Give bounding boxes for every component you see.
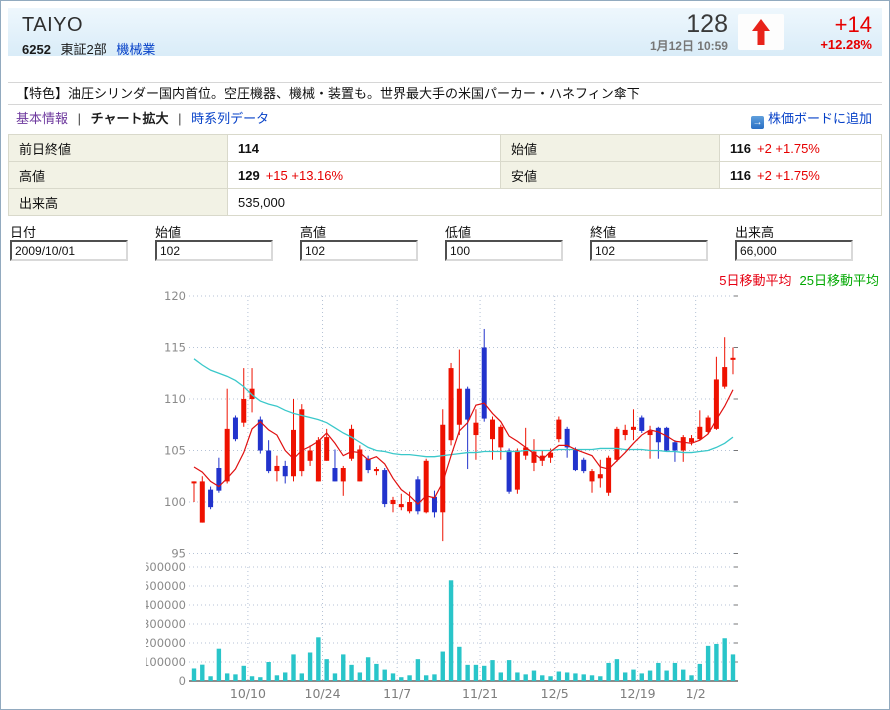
svg-text:115: 115 (164, 341, 186, 355)
svg-text:200000: 200000 (146, 636, 186, 650)
prev-close-value: 114 (227, 134, 501, 162)
open-label: 始値 (500, 134, 720, 162)
open-input[interactable] (155, 240, 273, 261)
candlestick-volume-chart: 120 115 110 105 100 95 0 100000 200000 300000 4000… (146, 289, 738, 701)
add-board-link[interactable]: 株価ボードに追加 (767, 111, 872, 126)
tab-separator: | (77, 111, 82, 126)
price-summary: 128 1月12日 10:59 +14 +12.28% (650, 8, 874, 56)
quote-table: 前日終値 114 始値 116 +2 +1.75% 高値 129 +15 +13.1… (8, 134, 882, 216)
date-field-label: 日付 (10, 225, 37, 240)
high-field-label: 高値 (300, 225, 327, 240)
svg-text:100000: 100000 (146, 655, 186, 669)
low-field-label: 低値 (445, 225, 472, 240)
table-row: 前日終値 114 始値 116 +2 +1.75% (8, 134, 882, 162)
table-row: 高値 129 +15 +13.16% 安値 116 +2 +1.75% (8, 161, 882, 189)
industry-link[interactable]: 機械業 (116, 42, 156, 57)
close-field-label: 終値 (590, 225, 617, 240)
high-label: 高値 (8, 161, 228, 189)
svg-text:500000: 500000 (146, 579, 186, 593)
stock-market: 東証2部 (60, 42, 107, 57)
low-label: 安値 (500, 161, 720, 189)
svg-text:0: 0 (179, 674, 186, 688)
low-value: 116 +2 +1.75% (719, 161, 882, 189)
svg-text:600000: 600000 (146, 560, 186, 574)
add-board-icon: → (750, 116, 764, 129)
stock-name: TAIYO (22, 14, 84, 36)
tab-time-series[interactable]: 時系列データ (191, 111, 270, 126)
svg-text:12/5: 12/5 (541, 686, 569, 701)
current-price: 128 (686, 9, 728, 38)
volume-label: 出来高 (8, 188, 228, 216)
svg-text:1/2: 1/2 (686, 686, 706, 701)
up-arrow-icon (752, 19, 770, 45)
date-input[interactable] (10, 240, 128, 261)
chart-legend: 5日移動平均 25日移動平均 (719, 270, 879, 289)
tab-basic-info[interactable]: 基本情報 (16, 111, 69, 126)
tab-bar: 基本情報 | チャート拡大 | 時系列データ → 株価ボードに追加 (8, 105, 882, 133)
company-description: 【特色】油圧シリンダー国内首位。空圧機器、機械・装置も。世界最大手の米国パーカー… (8, 82, 882, 105)
svg-text:12/19: 12/19 (620, 686, 656, 701)
open-value: 116 +2 +1.75% (719, 134, 882, 162)
high-input[interactable] (300, 240, 418, 261)
table-row: 出来高 535,000 (8, 188, 882, 216)
volume-field-label: 出来高 (735, 225, 775, 240)
legend-ma5: 5日移動平均 (719, 273, 792, 288)
svg-text:95: 95 (171, 547, 186, 561)
svg-text:120: 120 (164, 289, 186, 303)
quote-datetime: 1月12日 10:59 (649, 38, 728, 53)
stock-code: 6252 (22, 42, 51, 57)
price-change-percent: +12.28% (820, 36, 872, 52)
open-field-label: 始値 (155, 225, 182, 240)
legend-ma25: 25日移動平均 (799, 273, 879, 288)
close-input[interactable] (590, 240, 708, 261)
svg-text:100: 100 (164, 495, 186, 509)
svg-text:10/24: 10/24 (305, 686, 341, 701)
ohlc-form: 日付 始値 高値 低値 終値 出来高 (10, 222, 884, 268)
high-value: 129 +15 +13.16% (227, 161, 501, 189)
svg-text:400000: 400000 (146, 598, 186, 612)
svg-text:11/21: 11/21 (462, 686, 498, 701)
svg-text:11/7: 11/7 (383, 686, 411, 701)
header-band: TAIYO 6252 東証2部 機械業 128 1月12日 10:59 +14 … (8, 8, 882, 58)
price-change: +14 (834, 11, 872, 37)
svg-text:10/10: 10/10 (230, 686, 266, 701)
volume-input[interactable] (735, 240, 853, 261)
svg-text:300000: 300000 (146, 617, 186, 631)
volume-value: 535,000 (227, 188, 882, 216)
svg-text:105: 105 (164, 444, 186, 458)
tab-separator: | (178, 111, 182, 126)
prev-close-label: 前日終値 (8, 134, 228, 162)
price-direction-box (738, 14, 784, 50)
svg-text:110: 110 (164, 392, 186, 406)
low-input[interactable] (445, 240, 563, 261)
tab-chart-enlarge[interactable]: チャート拡大 (90, 111, 169, 126)
add-to-board[interactable]: → 株価ボードに追加 (750, 105, 872, 133)
stock-meta: 6252 東証2部 機械業 (22, 39, 155, 58)
